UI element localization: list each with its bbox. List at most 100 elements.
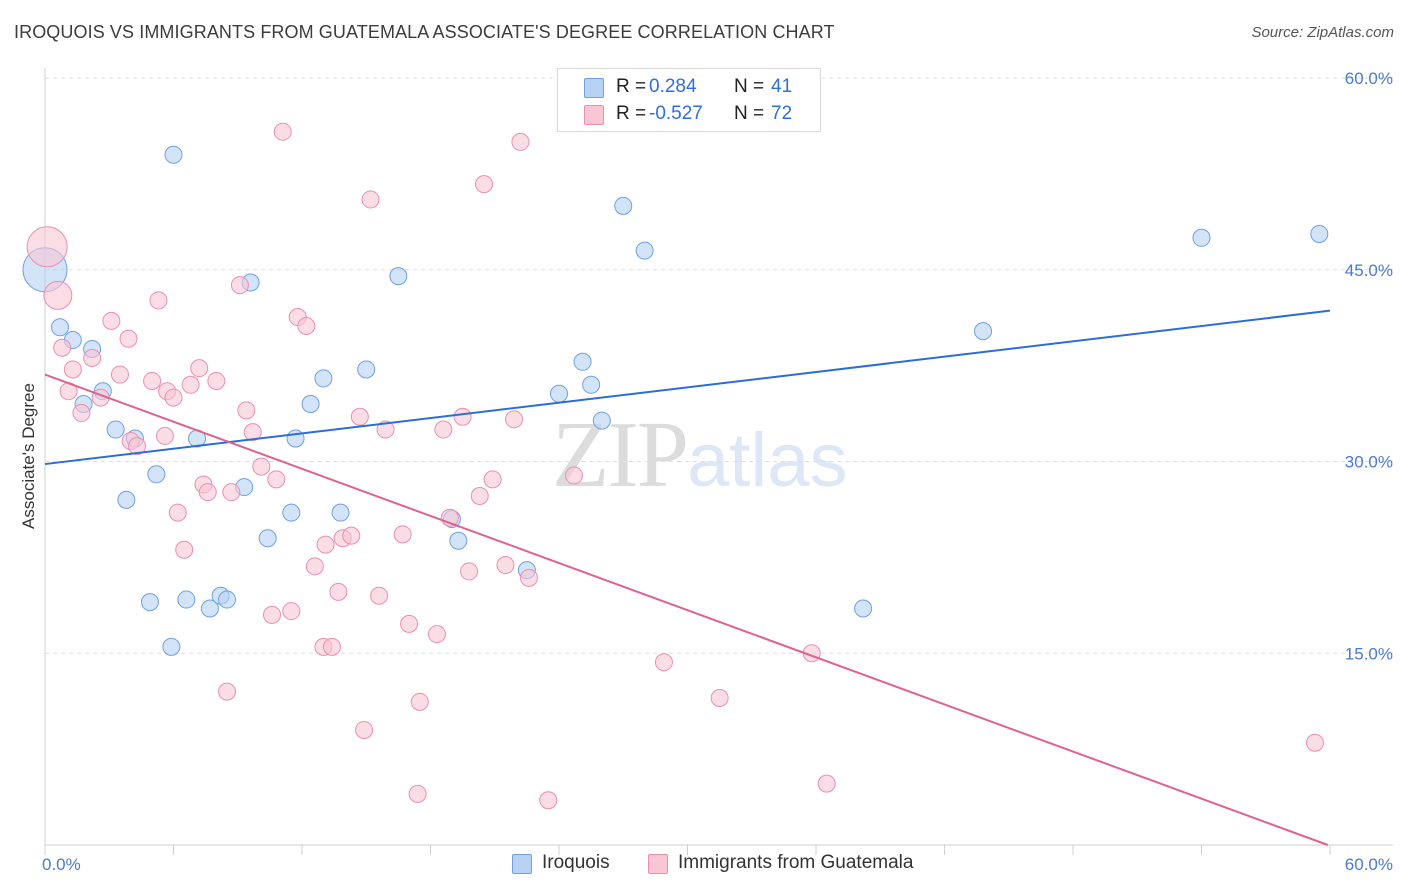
axes <box>44 68 1393 855</box>
point-guatemala <box>322 637 341 656</box>
point-iroquois <box>389 267 408 286</box>
point-guatemala <box>496 556 515 575</box>
point-guatemala <box>164 388 183 407</box>
point-guatemala <box>355 720 374 739</box>
point-iroquois <box>164 145 183 164</box>
point-iroquois <box>106 420 125 439</box>
point-guatemala <box>252 457 271 476</box>
point-guatemala <box>207 371 226 390</box>
legend-n-label: N = <box>734 76 765 97</box>
point-guatemala <box>168 503 187 522</box>
point-iroquois <box>140 593 159 612</box>
correlation-legend: R = 0.284 N = 41 R = -0.527 N = 72 <box>557 68 821 132</box>
legend-swatch-guatemala <box>584 105 604 125</box>
point-guatemala <box>350 407 369 426</box>
legend-r-value: 0.284 <box>649 76 697 97</box>
point-guatemala <box>218 682 237 701</box>
point-guatemala <box>102 311 121 330</box>
point-guatemala <box>475 175 494 194</box>
bottom-legend-label: Immigrants from Guatemala <box>678 852 914 873</box>
grid-lines <box>45 77 1393 654</box>
trend-line-guatemala <box>44 373 1329 846</box>
point-iroquois <box>314 369 333 388</box>
point-iroquois <box>357 360 376 379</box>
point-iroquois <box>1310 224 1329 243</box>
point-guatemala <box>53 338 72 357</box>
point-iroquois <box>177 590 196 609</box>
watermark-zip: ZIP <box>552 403 689 507</box>
legend-swatch-iroquois <box>584 78 604 98</box>
chart-title: IROQUOIS VS IMMIGRANTS FROM GUATEMALA AS… <box>14 22 835 42</box>
y-tick-label: 15.0% <box>1345 644 1393 663</box>
bottom-legend-swatch <box>648 854 668 874</box>
point-guatemala <box>110 365 129 384</box>
point-iroquois <box>614 196 633 215</box>
point-guatemala <box>243 423 262 442</box>
point-iroquois <box>218 590 237 609</box>
point-guatemala <box>342 526 361 545</box>
x-tick-label: 0.0% <box>42 855 81 874</box>
point-guatemala <box>410 692 429 711</box>
point-iroquois <box>117 490 136 509</box>
legend-n-value: 72 <box>771 103 793 124</box>
point-guatemala <box>505 410 524 429</box>
point-iroquois <box>1192 228 1211 247</box>
point-iroquois <box>282 503 301 522</box>
point-iroquois <box>147 465 166 484</box>
point-guatemala <box>710 688 729 707</box>
point-guatemala <box>316 535 335 554</box>
point-iroquois <box>301 394 320 413</box>
point-guatemala <box>143 371 162 390</box>
point-guatemala <box>230 276 249 295</box>
point-iroquois <box>974 322 993 341</box>
point-guatemala <box>83 348 102 367</box>
point-iroquois <box>854 599 873 618</box>
point-guatemala <box>267 470 286 489</box>
point-guatemala <box>149 291 168 310</box>
point-guatemala <box>273 122 292 141</box>
point-guatemala <box>564 466 583 485</box>
point-guatemala <box>190 359 209 378</box>
point-guatemala <box>297 316 316 335</box>
point-guatemala <box>282 602 301 621</box>
point-guatemala <box>817 774 836 793</box>
legend-n-label: N = <box>734 103 765 124</box>
point-guatemala <box>26 226 68 268</box>
data-points <box>22 122 1329 810</box>
point-guatemala <box>198 483 217 502</box>
point-iroquois <box>573 352 592 371</box>
point-iroquois <box>50 318 69 337</box>
watermark-atlas: atlas <box>687 418 848 503</box>
point-guatemala <box>483 470 502 489</box>
point-iroquois <box>258 529 277 548</box>
point-guatemala <box>393 525 412 544</box>
legend-r-label: R = <box>616 76 647 97</box>
point-guatemala <box>175 540 194 559</box>
point-guatemala <box>181 375 200 394</box>
watermark: ZIPatlas <box>552 400 848 509</box>
point-guatemala <box>539 791 558 810</box>
y-tick-label: 45.0% <box>1345 261 1393 280</box>
point-guatemala <box>408 784 427 803</box>
point-iroquois <box>331 503 350 522</box>
point-iroquois <box>635 241 654 260</box>
y-axis-title: Associate's Degree <box>19 383 38 529</box>
point-guatemala <box>654 653 673 672</box>
point-guatemala <box>222 483 241 502</box>
legend-r-value: -0.527 <box>649 103 703 124</box>
point-iroquois <box>592 411 611 430</box>
legend-n-value: 41 <box>771 76 793 97</box>
point-guatemala <box>128 437 147 456</box>
point-guatemala <box>119 329 138 348</box>
point-guatemala <box>400 614 419 633</box>
point-iroquois <box>449 531 468 550</box>
point-guatemala <box>427 625 446 644</box>
x-tick-label: 60.0% <box>1345 855 1393 874</box>
point-guatemala <box>453 407 472 426</box>
tick-labels: 15.0% 30.0% 45.0% 60.0% 0.0% 60.0% <box>42 69 1393 874</box>
point-guatemala <box>434 420 453 439</box>
point-iroquois <box>200 599 219 618</box>
point-guatemala <box>520 568 539 587</box>
point-guatemala <box>263 605 282 624</box>
legend-r-label: R = <box>616 103 647 124</box>
